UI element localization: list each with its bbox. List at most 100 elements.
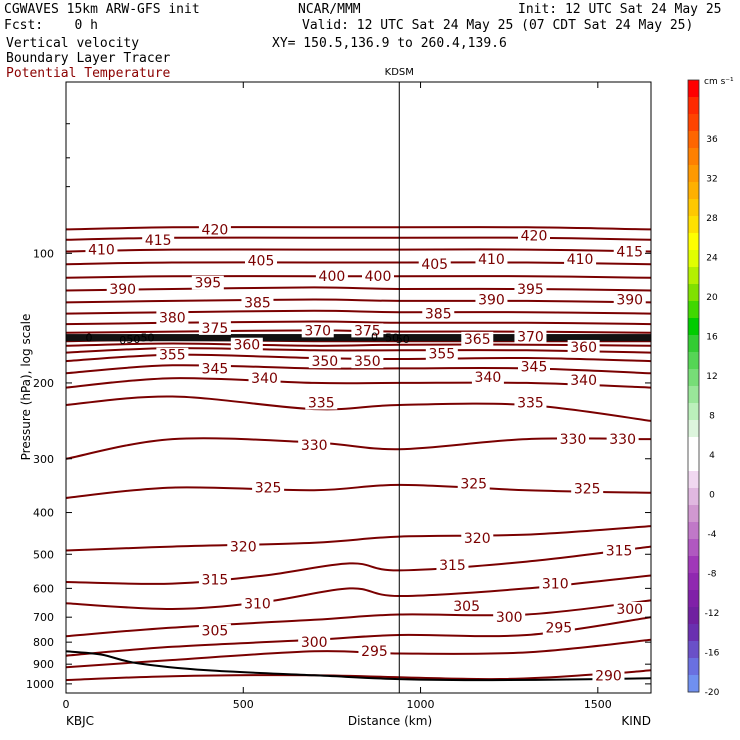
- tracer-label-50: 50: [385, 332, 399, 345]
- contour-label-bg: [245, 253, 277, 268]
- contour-label-355: 355: [159, 348, 186, 364]
- theta-contour-325: [66, 483, 651, 499]
- contour-label-325: 325: [255, 481, 282, 497]
- colorbar-label: -20: [705, 688, 720, 698]
- contour-label-bg: [571, 481, 604, 496]
- contour-label-bg: [475, 292, 508, 307]
- contour-label-bg: [301, 323, 334, 338]
- contour-label-415: 415: [616, 244, 643, 260]
- contour-label-bg: [351, 354, 384, 369]
- colorbar-swatch: [688, 607, 699, 625]
- contour-label-325: 325: [460, 476, 487, 492]
- contour-label-bg: [298, 635, 331, 650]
- valid-time: Valid: 12 UTC Sat 24 May 25 (07 CDT Sat …: [302, 18, 694, 33]
- colorbar-label: 20: [706, 293, 718, 303]
- init-time: Init: 12 UTC Sat 24 May 25: [518, 2, 722, 17]
- contour-label-400: 400: [319, 269, 346, 285]
- colorbar-label: 4: [709, 451, 715, 461]
- y-axis-label: Pressure (hPa), log scale: [19, 314, 33, 461]
- tracer-label-0: 0: [119, 334, 126, 347]
- contour-label-310: 310: [542, 577, 569, 593]
- colorbar-swatch: [688, 131, 699, 149]
- colorbar-label: 32: [706, 175, 717, 185]
- contour-label-bg: [198, 222, 231, 237]
- contour-label-370: 370: [517, 329, 544, 345]
- contour-label-390: 390: [616, 292, 643, 308]
- field-potential-temperature: Potential Temperature: [6, 66, 171, 81]
- contour-label-bg: [351, 323, 384, 338]
- x-axis-label: Distance (km): [348, 714, 432, 728]
- colorbar-label: 28: [706, 214, 718, 224]
- colorbar-label: 24: [706, 254, 718, 264]
- contour-label-390: 390: [109, 282, 136, 298]
- contour-label-320: 320: [230, 540, 257, 556]
- theta-contour-335: [66, 395, 651, 422]
- colorbar-swatch: [688, 114, 699, 132]
- x-tick-label: 1500: [584, 698, 612, 711]
- station-kdsm-label: KDSM: [385, 67, 414, 78]
- theta-contour-330: [66, 437, 651, 460]
- colorbar-swatch: [688, 335, 699, 353]
- colorbar-swatch: [688, 454, 699, 472]
- contour-label-bg: [227, 539, 260, 554]
- colorbar-swatch: [688, 352, 699, 370]
- colorbar-swatch: [688, 386, 699, 404]
- xy-range: XY= 150.5,136.9 to 260.4,139.6: [272, 36, 507, 51]
- contour-label-bg: [248, 371, 281, 386]
- colorbar-swatch: [688, 199, 699, 217]
- tracer-band: [66, 334, 651, 342]
- colorbar-label: 16: [706, 333, 718, 343]
- contour-label-300: 300: [616, 602, 643, 618]
- contour-label-bg: [198, 361, 231, 376]
- contour-label-bg: [241, 295, 274, 310]
- y-tick-label: 800: [33, 636, 54, 649]
- theta-contour-400: [66, 275, 651, 279]
- contour-label-415: 415: [145, 233, 172, 249]
- contour-label-bg: [315, 269, 348, 284]
- contour-label-bg: [425, 346, 458, 361]
- contour-label-350: 350: [354, 354, 381, 370]
- contour-label-bg: [450, 599, 483, 614]
- contour-label-bg: [542, 620, 575, 635]
- contour-label-bg: [362, 269, 394, 284]
- contour-label-bg: [613, 601, 646, 616]
- contour-label-bg: [606, 432, 639, 447]
- contour-label-340: 340: [570, 373, 597, 389]
- x-tick-label: 0: [63, 698, 70, 711]
- contour-label-bg: [85, 242, 118, 257]
- theta-contour-420: [66, 226, 651, 231]
- contour-label-300: 300: [496, 610, 523, 626]
- colorbar-swatch: [688, 675, 699, 693]
- contour-label-bg: [613, 244, 646, 259]
- colorbar-swatch: [688, 233, 699, 251]
- contour-label-330: 330: [609, 432, 636, 448]
- contour-label-bg: [514, 395, 547, 410]
- contour-label-305: 305: [202, 624, 229, 640]
- contour-label-360: 360: [233, 338, 260, 354]
- contour-label-bg: [230, 337, 263, 352]
- contour-label-bg: [156, 310, 189, 325]
- contour-label-315: 315: [606, 543, 633, 559]
- contour-label-340: 340: [251, 371, 278, 387]
- contour-label-bg: [603, 543, 636, 558]
- colorbar-swatch: [688, 624, 699, 642]
- contour-label-bg: [518, 359, 550, 374]
- colorbar-swatch: [688, 301, 699, 319]
- theta-contour-305: [66, 599, 651, 638]
- colorbar-swatch: [688, 403, 699, 421]
- colorbar-swatch: [688, 420, 699, 438]
- contour-label-315: 315: [202, 572, 229, 588]
- contour-label-420: 420: [202, 222, 229, 238]
- contour-label-405: 405: [421, 257, 448, 273]
- colorbar-swatch: [688, 318, 699, 336]
- contour-label-bg: [514, 281, 547, 296]
- contour-label-390: 390: [478, 292, 505, 308]
- colorbar-swatch: [688, 148, 699, 166]
- theta-contour-395: [66, 286, 651, 292]
- plot-frame: [65, 81, 652, 694]
- colorbar-swatch: [688, 97, 699, 115]
- colorbar-swatch: [688, 165, 699, 183]
- colorbar-label: -12: [705, 609, 720, 619]
- field-boundary-layer-tracer: Boundary Layer Tracer: [6, 51, 171, 66]
